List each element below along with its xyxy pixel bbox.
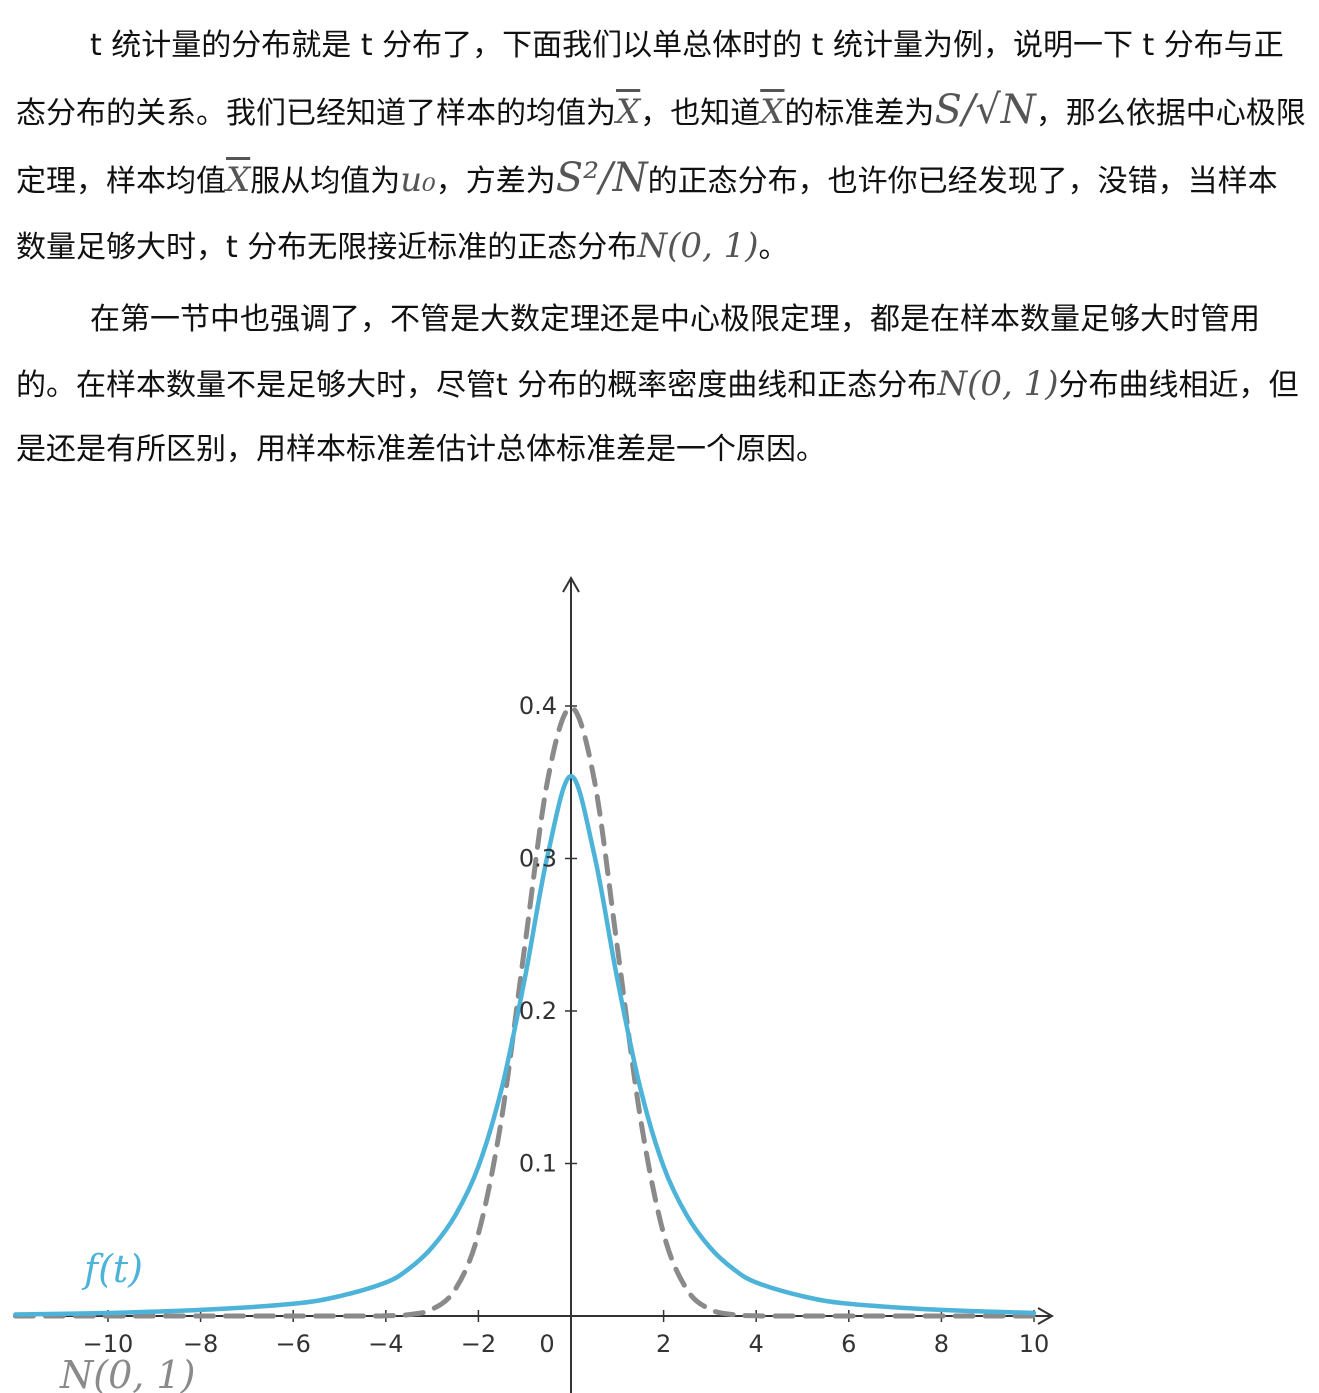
math-sample-mean: X [616,92,641,132]
text-run: 的标准差为 [784,96,935,131]
text-run: 。 [758,230,789,265]
paragraph-2: 在第一节中也强调了，不管是大数定理还是中心极限定理，都是在样本数量足够大时管用的… [16,288,1306,482]
text-run: ，方差为 [435,164,556,199]
x-tick-label: −2 [461,1330,496,1358]
x-axis-arrow [1037,1307,1055,1325]
math-variance: S²/N [555,155,648,201]
x-tick-label: −6 [276,1330,311,1358]
text-run: 在第一节中也强调了，不管是大数定理还是中心极限定理，都是在样本数量足够大时管用的… [16,302,1260,403]
paragraph-1: t 统计量的分布就是 t 分布了，下面我们以单总体时的 t 统计量为例，说明一下… [16,14,1306,280]
math-standard-error: S/√N [934,87,1036,133]
x-tick-label: 2 [656,1330,671,1358]
math-standard-normal: N(0, 1) [937,364,1059,404]
y-tick-label: 0.4 [519,692,557,720]
curves [12,705,1037,1319]
article-body: t 统计量的分布就是 t 分布了，下面我们以单总体时的 t 统计量为例，说明一下… [16,14,1306,490]
x-tick-label: 0 [539,1330,554,1358]
math-population-mean: u₀ [400,160,436,200]
text-run: ，那么依据中心极限定理，样本均值 [16,96,1306,199]
text-run: t 统计量的分布就是 t 分布了，下面我们以单总体时的 t 统计量为例，说明一下… [16,28,1284,131]
t-vs-normal-distribution-chart: −10 −8 −6 −4 −2 0 2 4 6 8 10 0.1 0.2 0.3 0.4 f(t) N(0,… [12,575,1055,1393]
x-tick-label: −8 [183,1330,218,1358]
x-tick-label: 6 [841,1330,856,1358]
series-line-standard-normal [12,705,1037,1319]
x-tick-label: −10 [83,1330,134,1358]
y-tick-label: 0.1 [519,1150,557,1178]
y-tick-label: 0.2 [519,997,557,1025]
math-sample-mean: X [226,160,251,200]
text-run: ，也知道 [640,96,761,131]
math-sample-mean: X [760,92,785,132]
math-standard-normal: N(0, 1) [637,226,759,266]
x-tick-label: 4 [749,1330,764,1358]
text-run: 的正态分布，也许你已经发现了，没错，当样本数量足够大时，t 分布无限接近标准的正… [16,164,1278,265]
text-run: 分布曲线相近，但是还是有所区别，用样本标准差估计总体标准差是一个原因。 [16,368,1299,467]
x-tick-label: 10 [1019,1330,1050,1358]
y-tick-label: 0.3 [519,845,557,873]
x-tick-label: −4 [368,1330,403,1358]
text-run: 服从均值为 [250,164,401,199]
x-tick-label: 8 [934,1330,949,1358]
series-label-standard-normal: N(0, 1) [59,1353,195,1393]
series-line-t-distribution [13,773,1037,1317]
series-label-t-distribution: f(t) [81,1247,143,1291]
y-axis-arrow [562,575,580,593]
tick-labels: −10 −8 −6 −4 −2 0 2 4 6 8 10 0.1 0.2 0.3 0.4 [83,692,1050,1358]
